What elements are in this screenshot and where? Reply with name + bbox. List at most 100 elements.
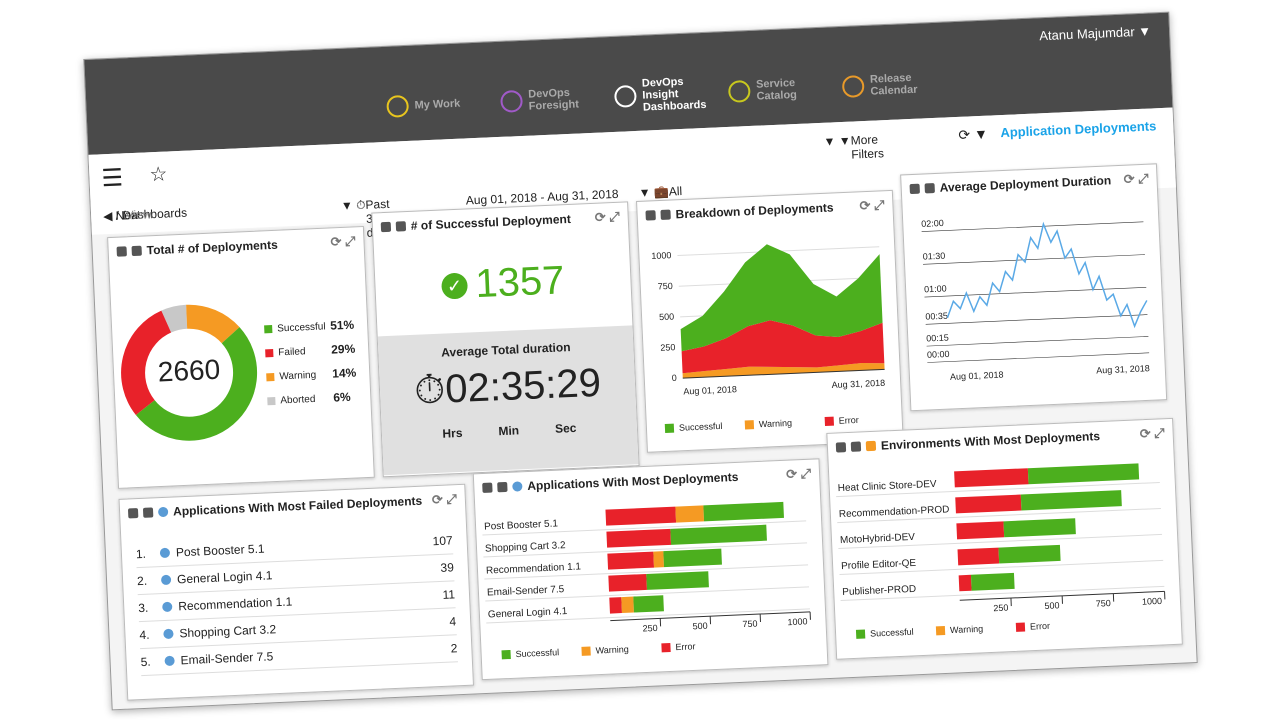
panel-title: Total # of Deployments	[146, 237, 279, 258]
nav-item[interactable]: DevOps Insight Dashboards	[613, 75, 707, 115]
bar-chart: Heat Clinic Store-DEV Recommendation-PROD…	[836, 463, 1166, 639]
count: 1357	[474, 258, 566, 307]
bar-segment	[998, 544, 1061, 564]
panel-title: Breakdown of Deployments	[675, 200, 834, 222]
bar-chart: Post Booster 5.1 Shopping Cart 3.2 Recomme…	[482, 501, 811, 660]
nav-item[interactable]: Release Calendar	[841, 65, 932, 105]
grid-line	[926, 336, 1149, 347]
legend-label: Warning	[950, 624, 984, 635]
row-line	[483, 542, 808, 558]
fail-count: 39	[440, 560, 455, 575]
area	[681, 320, 885, 374]
y-tick-label: 01:30	[922, 251, 945, 262]
nav-item[interactable]: Service Catalog	[727, 70, 819, 110]
project-filter[interactable]: ▼ 💼 All Project (62)	[638, 184, 707, 227]
legend-swatch	[581, 646, 591, 656]
user-menu[interactable]: Atanu Majumdar ▼	[1038, 23, 1152, 44]
app-name: Post Booster 5.1	[175, 541, 265, 560]
panel-tools[interactable]: ⟳ ⤢	[431, 491, 458, 508]
nav-label: My Work	[414, 97, 461, 112]
app-icon	[164, 655, 175, 667]
legend-label: Warning	[759, 418, 793, 429]
y-tick-label: 00:15	[926, 333, 949, 344]
panel-title: Environments With Most Deployments	[880, 429, 1101, 453]
unit: Min	[498, 423, 520, 439]
refresh-button[interactable]: ⟳ ▼	[958, 125, 989, 143]
more-filters[interactable]: ▼ ▼ More Filters	[823, 132, 885, 162]
panel-tools[interactable]: ⟳ ⤢	[594, 208, 620, 225]
rank: 4.	[139, 627, 150, 643]
app-name: Recommendation 1.1	[177, 594, 293, 614]
bar-segment	[956, 521, 1005, 540]
legend-label: Successful	[870, 627, 914, 639]
x-tick-label: 250	[993, 603, 1008, 614]
panel: Average Deployment Duration ⟳ ⤢ 00:00 00:1…	[900, 163, 1168, 412]
bar-segment	[1027, 463, 1140, 485]
x-tick-label: 500	[1044, 600, 1059, 611]
legend-label: Error	[1030, 621, 1050, 632]
category-label: Profile Editor-QE	[841, 558, 917, 572]
panel-title: Applications With Most Failed Deployment…	[172, 493, 423, 519]
category-label: Shopping Cart 3.2	[485, 540, 566, 555]
panel-tools[interactable]: ⟳ ⤢	[859, 197, 885, 214]
x-tick-label: 500	[692, 621, 707, 632]
panel-tools[interactable]: ⟳ ⤢	[330, 233, 356, 250]
legend-swatch	[824, 416, 835, 427]
grid-line	[925, 314, 1148, 325]
x-tick-label: Aug 31, 2018	[1096, 363, 1150, 375]
user-name: Atanu Majumdar	[1038, 24, 1135, 44]
x-tick-label: 1000	[1142, 596, 1162, 607]
bar-segment	[958, 574, 972, 592]
dashboard: Atanu Majumdar ▼ My Work DevOps Foresigh…	[83, 11, 1198, 711]
bar-segment	[703, 501, 784, 522]
legend-swatch	[661, 642, 671, 653]
breadcrumb[interactable]: ◀ Next / Dashboards / View	[102, 205, 188, 224]
favorite-button[interactable]: ☆	[148, 163, 168, 187]
bar-segment	[608, 573, 647, 592]
nav-item[interactable]: My Work	[386, 85, 477, 125]
menu-button[interactable]: ☰	[100, 164, 124, 193]
donut-segment	[135, 327, 258, 441]
category-label: Publisher-PROD	[842, 584, 916, 598]
nav-item[interactable]: DevOps Foresight	[500, 80, 591, 120]
y-tick-label: 02:00	[921, 218, 944, 229]
panel: Total # of Deployments ⟳ ⤢ 2660 Successful…	[107, 225, 375, 489]
x-tick-label: Aug 01, 2018	[950, 370, 1004, 382]
legend-swatch	[744, 420, 755, 430]
app-name: Shopping Cart 3.2	[179, 622, 277, 641]
duration-value: 02:35:29	[444, 360, 602, 412]
bar-segment	[606, 528, 672, 548]
grid-line	[924, 287, 1147, 298]
grid-line	[927, 352, 1150, 363]
panel: Environments With Most Deployments ⟳ ⤢ He…	[826, 417, 1183, 660]
area	[682, 362, 885, 379]
bar-segment	[605, 506, 677, 526]
y-tick-label: 1000	[651, 250, 671, 261]
x-tick-label: 750	[742, 619, 757, 630]
nav: My Work DevOps Foresight DevOps Insight …	[386, 65, 933, 125]
category-label: Post Booster 5.1	[484, 518, 559, 532]
x-tick-label: Aug 31, 2018	[831, 378, 885, 390]
bar-segment	[607, 551, 655, 570]
row-line	[485, 586, 810, 602]
panel-tools[interactable]: ⟳ ⤢	[785, 465, 812, 482]
success-count: ✓ 1357	[374, 230, 633, 336]
bar-segment	[621, 596, 634, 614]
panel-tools[interactable]: ⟳ ⤢	[1139, 425, 1165, 442]
legend-swatch	[266, 372, 275, 382]
row-line	[484, 564, 809, 580]
period-filter[interactable]: ▼ ⏱ Past 30 days	[341, 197, 393, 240]
x-axis	[682, 368, 885, 379]
row-line	[838, 533, 1163, 550]
legend-label: Successful	[277, 321, 326, 334]
panel-tools[interactable]: ⟳ ⤢	[1123, 170, 1149, 187]
category-label: Recommendation 1.1	[486, 561, 582, 576]
legend-swatch	[664, 423, 675, 433]
area	[680, 244, 883, 352]
nav-label: Service Catalog	[755, 76, 798, 103]
panel-title: Average Deployment Duration	[939, 173, 1112, 195]
failed-list: 1. Post Booster 5.1 107 2. General Login 4.1…	[121, 527, 472, 677]
category-label: Heat Clinic Store-DEV	[838, 479, 938, 494]
view-selector[interactable]: Application Deployments	[1000, 118, 1157, 141]
